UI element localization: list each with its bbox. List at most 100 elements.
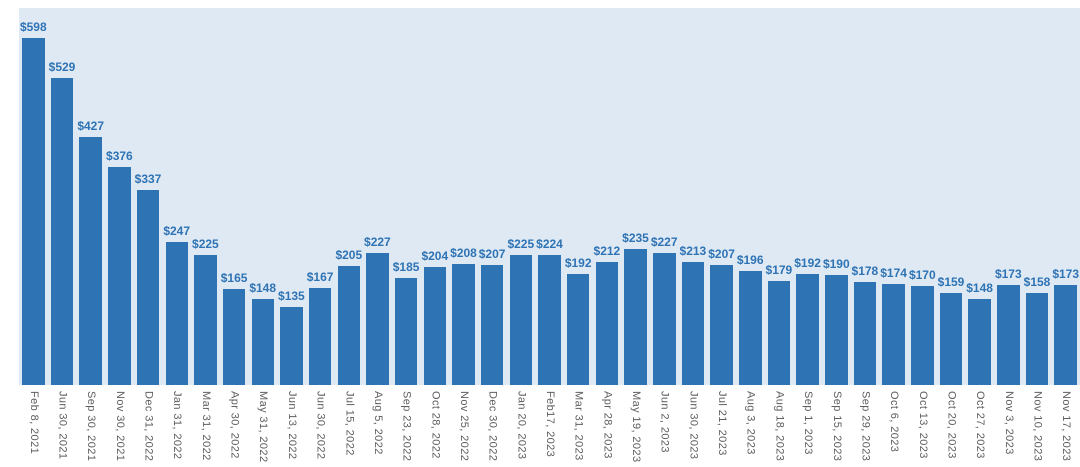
bar-value-label: $235: [622, 230, 649, 245]
bar-value-label: $159: [937, 274, 965, 289]
x-axis-label: Nov 10, 2023: [1031, 391, 1044, 462]
bar-value-label: $167: [306, 270, 334, 285]
x-axis-label: Sep 15, 2023: [830, 391, 843, 462]
bar[interactable]: [968, 299, 991, 385]
bar[interactable]: [509, 254, 533, 385]
plot-area: $598 $529 $427 $376 $337 $247 $225 $165 $148 $135…: [19, 8, 1080, 385]
bar-value-label: $598: [19, 20, 47, 35]
x-axis-label: May 19, 2023: [630, 391, 642, 463]
x-axis-label: Jan 31, 2022: [171, 391, 184, 460]
bar-value-label: $173: [994, 266, 1022, 281]
x-axis-label: Oct 20, 2023: [945, 391, 958, 459]
bar-value-label: $212: [593, 244, 621, 258]
x-axis-label: Oct 13, 2023: [916, 391, 929, 459]
x-axis-label: Sep 29, 2023: [859, 391, 872, 462]
bar[interactable]: [1025, 293, 1049, 385]
bar[interactable]: [1054, 284, 1077, 385]
bar[interactable]: [882, 284, 905, 385]
bar-value-label: $247: [163, 223, 191, 238]
x-axis-label: Nov 3, 2023: [1002, 391, 1015, 455]
x-axis-label: Aug 3, 2023: [744, 391, 757, 455]
bar-value-label: $174: [880, 266, 907, 281]
x-axis-label: Oct 27, 2023: [974, 391, 987, 459]
bar-value-label: $185: [392, 259, 420, 274]
bar-value-label: $208: [450, 246, 477, 261]
x-axis-label: Apr 28, 2023: [601, 391, 614, 459]
bar[interactable]: [825, 274, 848, 385]
bar[interactable]: [50, 78, 74, 385]
bar-value-label: $376: [106, 148, 133, 163]
bar[interactable]: [566, 273, 590, 385]
bar-value-label: $225: [507, 236, 535, 251]
bar-value-label: $337: [134, 171, 162, 186]
bar-value-label: $158: [1023, 275, 1051, 290]
x-axis-label: Sep 23, 2022: [400, 391, 413, 462]
bar[interactable]: [739, 271, 762, 385]
bar[interactable]: [653, 253, 676, 385]
x-axis-label: Nov 25, 2022: [458, 391, 470, 462]
x-axis-label: Jan 20, 2023: [515, 391, 528, 460]
bar-value-label: $192: [794, 255, 821, 270]
bar[interactable]: [997, 284, 1020, 385]
bar[interactable]: [911, 286, 934, 385]
bar-value-label: $178: [851, 263, 879, 278]
bar[interactable]: [251, 299, 274, 385]
bar[interactable]: [853, 281, 877, 385]
bar[interactable]: [394, 277, 418, 385]
bar-value-label: $529: [48, 60, 76, 75]
bar[interactable]: [22, 38, 45, 385]
x-axis-label: Oct 6, 2023: [888, 391, 901, 453]
bar[interactable]: [624, 248, 647, 385]
x-axis-label: Jul 15, 2022: [343, 391, 356, 456]
bar[interactable]: [595, 262, 619, 385]
x-axis-label: May 31, 2022: [257, 391, 270, 463]
x-axis-label: Jun 13, 2022: [285, 391, 298, 460]
x-axis-label: Dec 31, 2022: [142, 391, 155, 462]
bar[interactable]: [108, 166, 131, 385]
bar-value-label: $224: [536, 237, 563, 252]
x-axis-label: Feb 8, 2021: [27, 391, 40, 455]
bar[interactable]: [280, 306, 303, 385]
bar-value-label: $205: [335, 248, 363, 263]
bar-value-label: $179: [765, 263, 793, 278]
bar-value-label: $225: [192, 236, 219, 251]
bar-value-label: $204: [421, 248, 449, 263]
x-axis-label: Jun 30, 2021: [56, 391, 69, 460]
bar[interactable]: [767, 281, 791, 385]
bar-value-label: $165: [220, 271, 248, 286]
x-axis-label: Sep 30, 2021: [85, 391, 98, 462]
bar[interactable]: [165, 241, 188, 385]
x-axis-label: Jun 30, 2022: [314, 391, 327, 460]
bar-value-label: $213: [679, 243, 707, 258]
bar[interactable]: [423, 266, 446, 385]
bar[interactable]: [796, 273, 819, 385]
bar[interactable]: [452, 264, 475, 385]
bar-value-label: $170: [908, 268, 936, 283]
bar[interactable]: [939, 292, 963, 385]
x-axis-label: Nov 17, 2023: [1060, 391, 1073, 462]
bar[interactable]: [337, 266, 360, 385]
bar[interactable]: [79, 137, 102, 385]
bar-value-label: $148: [249, 281, 277, 296]
x-axis-label: Sep 1, 2023: [802, 391, 815, 455]
bar-value-label: $207: [478, 246, 506, 261]
bar-value-label: $207: [708, 246, 735, 261]
x-axis-label: Nov 30, 2021: [113, 391, 126, 462]
bar[interactable]: [194, 254, 217, 385]
bar[interactable]: [136, 189, 160, 385]
bar[interactable]: [480, 264, 504, 385]
bar[interactable]: [681, 261, 705, 385]
bar[interactable]: [538, 255, 561, 385]
x-axis-label: Jun 30, 2023: [687, 391, 700, 460]
bar-value-label: $192: [564, 255, 592, 270]
bar[interactable]: [308, 288, 332, 385]
bar[interactable]: [366, 253, 389, 385]
bar-value-label: $227: [650, 235, 678, 250]
bar[interactable]: [222, 289, 246, 385]
bar[interactable]: [710, 264, 733, 385]
x-axis-label: Jul 21, 2023: [716, 391, 729, 456]
x-axis-label: Mar 31, 2023: [572, 391, 585, 461]
bar-value-label: $190: [822, 256, 850, 271]
x-axis-label: Feb17, 2023: [544, 391, 556, 458]
